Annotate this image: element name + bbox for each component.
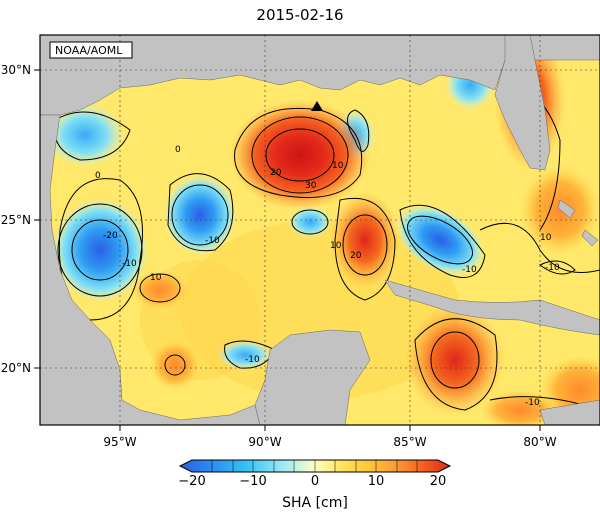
colorbar-tick-label: 10 bbox=[368, 474, 385, 489]
contour-label: 20 bbox=[270, 168, 282, 178]
lat-tick-label: 30°N bbox=[1, 63, 31, 77]
lat-tick-label: 20°N bbox=[1, 361, 31, 375]
colorbar-tick-label: −20 bbox=[178, 474, 205, 489]
contour-label: -10 bbox=[525, 398, 540, 408]
contour-label: -10 bbox=[245, 355, 260, 365]
contour-label: -10 bbox=[462, 265, 477, 275]
lon-tick-label: 85°W bbox=[393, 435, 426, 449]
contour-label: 0 bbox=[175, 145, 181, 155]
plot-frame bbox=[39, 34, 600, 426]
land-mass bbox=[40, 35, 600, 425]
colorbar-tick-label: 20 bbox=[430, 474, 447, 489]
contour-label: -10 bbox=[205, 236, 220, 246]
contour-label: 10 bbox=[150, 273, 162, 283]
colorbar-label: SHA [cm] bbox=[282, 495, 348, 511]
blue-eddy-west bbox=[52, 198, 148, 302]
lon-tick-label: 90°W bbox=[248, 435, 281, 449]
map-title: 2015-02-16 bbox=[256, 6, 344, 24]
contour-label: -10 bbox=[545, 263, 560, 273]
blue-eddy-central bbox=[164, 175, 236, 255]
credit-label: NOAA/AOML bbox=[55, 44, 123, 57]
contour-label: -10 bbox=[122, 259, 137, 269]
axis-ticks bbox=[34, 69, 541, 431]
graticule bbox=[40, 35, 600, 425]
contour-label: 20 bbox=[350, 251, 362, 261]
contour-labels: -20 -10 0 10 20 30 -10 0 10 20 10 -10 -1… bbox=[95, 145, 560, 408]
contour-label: 30 bbox=[305, 181, 317, 191]
contour-label: 10 bbox=[540, 233, 552, 243]
plot-area: -20 -10 0 10 20 30 -10 0 10 20 10 -10 -1… bbox=[40, 35, 600, 425]
contour-label: 0 bbox=[95, 171, 101, 181]
loop-current-eddy bbox=[230, 100, 370, 210]
contour-label: 10 bbox=[330, 241, 342, 251]
lat-tick-label: 25°N bbox=[1, 213, 31, 227]
lon-tick-label: 95°W bbox=[103, 435, 136, 449]
colorbar-tick-label: 0 bbox=[311, 474, 319, 489]
credit-box bbox=[49, 41, 133, 59]
blue-eddy-east bbox=[395, 204, 485, 276]
lon-tick-label: 80°W bbox=[523, 435, 556, 449]
contour-label: -20 bbox=[103, 231, 118, 241]
triangle-marker-icon bbox=[311, 101, 323, 111]
colorbar-tick-label: −10 bbox=[239, 474, 266, 489]
contour-label: 10 bbox=[332, 161, 344, 171]
colorbar: −20 −10 0 10 20 SHA [cm] bbox=[178, 459, 452, 511]
